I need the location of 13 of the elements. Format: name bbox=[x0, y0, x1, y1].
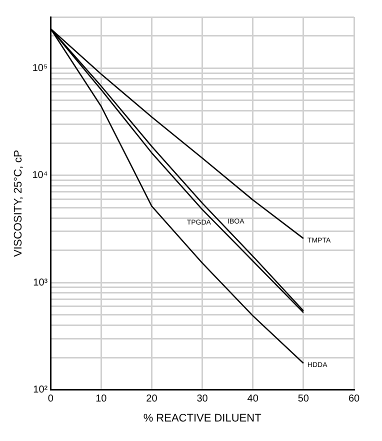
x-tick-label: 30 bbox=[196, 394, 208, 405]
y-tick-label: 10² bbox=[33, 384, 48, 396]
y-tick-label: 10⁴ bbox=[32, 170, 48, 182]
y-axis-title: VISCOSITY, 25°C, cP bbox=[12, 150, 25, 257]
x-tick-label: 20 bbox=[146, 394, 158, 405]
x-tick-label: 10 bbox=[96, 394, 108, 405]
y-tick-label: 10⁵ bbox=[32, 62, 48, 74]
x-tick-label: 60 bbox=[348, 394, 360, 405]
x-tick-label: 0 bbox=[48, 394, 54, 405]
x-tick-label: 40 bbox=[247, 394, 259, 405]
x-tick-label: 50 bbox=[298, 394, 310, 405]
y-tick-label: 10³ bbox=[33, 277, 48, 288]
x-axis-title: % REACTIVE DILUENT bbox=[143, 412, 262, 424]
